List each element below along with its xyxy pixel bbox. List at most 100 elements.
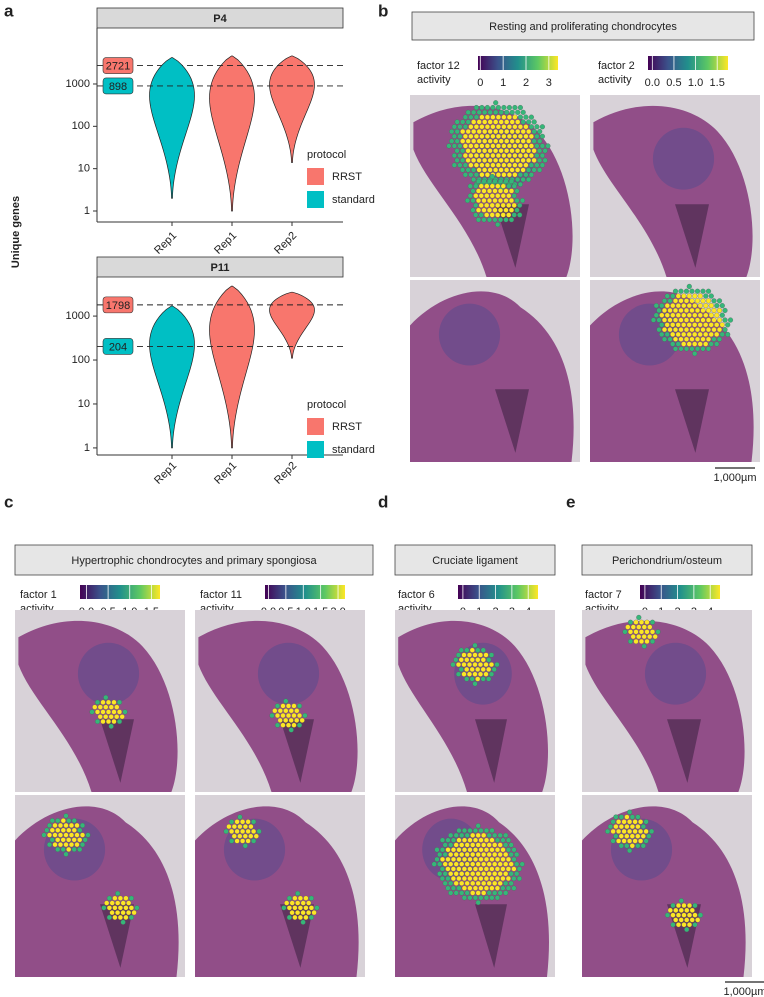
spot bbox=[484, 114, 490, 120]
spot bbox=[470, 890, 476, 896]
spot bbox=[627, 809, 633, 815]
spot bbox=[497, 880, 503, 886]
panel-title: Cruciate ligament bbox=[432, 555, 518, 567]
spot bbox=[487, 167, 493, 173]
spot bbox=[128, 905, 134, 911]
spot bbox=[486, 880, 492, 886]
spot bbox=[450, 885, 456, 891]
spot bbox=[689, 298, 695, 304]
x-tick-label: Rep1 bbox=[212, 230, 239, 257]
spot bbox=[692, 322, 698, 328]
spot bbox=[475, 198, 482, 204]
spot bbox=[234, 828, 240, 834]
spot bbox=[469, 657, 475, 663]
spot bbox=[610, 819, 616, 825]
spot bbox=[477, 662, 484, 668]
spot bbox=[472, 642, 478, 648]
spot bbox=[694, 288, 701, 294]
spot bbox=[656, 327, 662, 333]
spot bbox=[473, 172, 479, 178]
spot bbox=[489, 837, 495, 843]
spot bbox=[245, 819, 251, 825]
spot bbox=[492, 207, 498, 213]
spot bbox=[528, 172, 534, 178]
spot bbox=[450, 866, 456, 872]
spot bbox=[632, 838, 638, 844]
spot bbox=[226, 824, 232, 830]
spot bbox=[462, 133, 468, 139]
spot bbox=[686, 293, 692, 299]
spot bbox=[509, 148, 515, 154]
spot bbox=[475, 178, 482, 184]
spot bbox=[498, 148, 504, 154]
spot bbox=[231, 824, 237, 830]
spot bbox=[694, 317, 701, 323]
spot bbox=[683, 336, 690, 342]
spot bbox=[451, 124, 457, 130]
spot bbox=[495, 172, 501, 178]
spot bbox=[60, 837, 66, 843]
spot bbox=[705, 288, 712, 294]
spot bbox=[661, 317, 668, 323]
spot bbox=[453, 832, 459, 838]
spot bbox=[635, 833, 641, 839]
spot bbox=[464, 198, 471, 204]
spot bbox=[523, 162, 529, 168]
spot bbox=[453, 871, 459, 877]
spot bbox=[109, 900, 115, 906]
spot bbox=[476, 148, 482, 154]
spot bbox=[493, 100, 499, 106]
spot bbox=[678, 288, 684, 294]
spot bbox=[475, 871, 481, 877]
tissue-structure bbox=[257, 642, 320, 705]
spot bbox=[503, 852, 509, 858]
spot bbox=[516, 866, 522, 872]
tissue-section bbox=[593, 105, 753, 277]
spot bbox=[681, 902, 687, 909]
spot bbox=[545, 143, 551, 149]
spot bbox=[497, 178, 504, 184]
spot bbox=[635, 814, 641, 820]
spot bbox=[461, 876, 467, 882]
spot bbox=[292, 895, 298, 901]
spot bbox=[493, 138, 499, 144]
spot bbox=[515, 138, 521, 144]
spot bbox=[511, 876, 517, 882]
spot bbox=[500, 866, 506, 872]
colorbar-tick-label: 1 bbox=[500, 77, 506, 89]
spot bbox=[517, 133, 523, 139]
spot bbox=[450, 847, 457, 853]
spot bbox=[478, 866, 484, 872]
spot bbox=[616, 819, 622, 825]
spot bbox=[483, 828, 490, 834]
spot bbox=[468, 143, 474, 149]
spot bbox=[475, 666, 481, 672]
spot bbox=[649, 638, 656, 644]
spot bbox=[517, 172, 523, 178]
spot bbox=[512, 133, 518, 139]
spot bbox=[667, 907, 673, 913]
spot bbox=[523, 172, 529, 178]
spot bbox=[667, 298, 673, 304]
spot bbox=[495, 143, 501, 149]
spot bbox=[469, 647, 475, 653]
spot bbox=[468, 162, 474, 168]
spot bbox=[683, 288, 690, 294]
spot bbox=[523, 124, 529, 130]
violin bbox=[209, 55, 255, 212]
spot bbox=[464, 861, 470, 867]
spot bbox=[719, 312, 725, 318]
spot bbox=[478, 847, 484, 853]
spot bbox=[103, 694, 109, 701]
spot bbox=[475, 188, 482, 194]
spot bbox=[294, 717, 300, 723]
spot bbox=[476, 167, 482, 173]
spot bbox=[466, 662, 473, 668]
spot bbox=[506, 172, 512, 178]
spot bbox=[508, 188, 515, 194]
spot bbox=[607, 824, 613, 830]
spot bbox=[621, 828, 627, 834]
spot bbox=[460, 167, 466, 173]
spot bbox=[280, 722, 286, 728]
spot bbox=[489, 895, 495, 901]
